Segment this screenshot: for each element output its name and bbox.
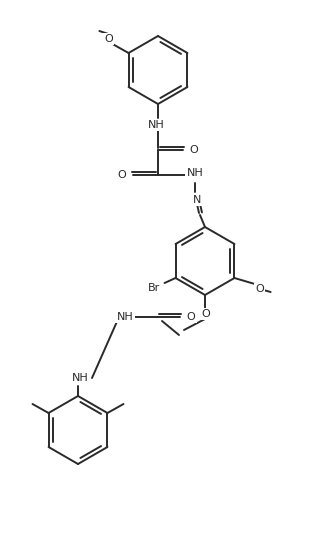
Text: NH: NH [148,120,164,130]
Text: O: O [118,170,126,180]
Text: O: O [255,284,264,294]
Text: Br: Br [147,283,160,293]
Text: O: O [190,145,198,155]
Text: O: O [202,309,210,319]
Text: NH: NH [72,373,88,383]
Text: NH: NH [117,312,133,322]
Text: O: O [104,34,113,44]
Text: O: O [187,312,195,322]
Text: N: N [193,195,201,205]
Text: NH: NH [187,168,203,178]
